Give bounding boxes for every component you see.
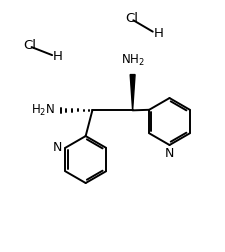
Text: H: H	[53, 50, 63, 63]
Text: $\mathsf{H_2N}$: $\mathsf{H_2N}$	[31, 103, 55, 118]
Text: N: N	[53, 141, 62, 154]
Text: $\mathsf{NH_2}$: $\mathsf{NH_2}$	[121, 53, 145, 68]
Text: N: N	[165, 147, 174, 160]
Text: Cl: Cl	[23, 39, 36, 52]
Text: Cl: Cl	[125, 12, 138, 25]
Text: H: H	[154, 27, 164, 40]
Polygon shape	[130, 75, 135, 110]
